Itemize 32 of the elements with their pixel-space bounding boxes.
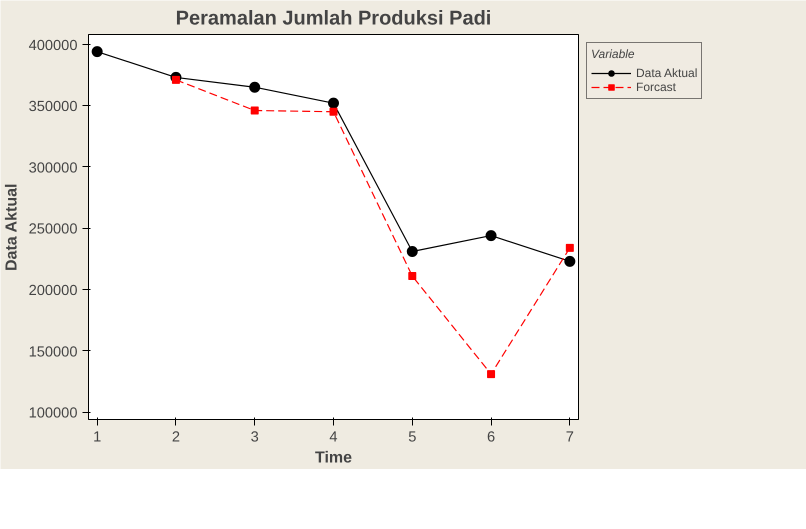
point <box>487 370 496 378</box>
legend-label: Forcast <box>636 80 676 94</box>
point <box>328 98 339 109</box>
point <box>330 108 338 116</box>
y-tick-label: 200000 <box>28 283 78 300</box>
point <box>408 272 416 280</box>
y-tick-label: 400000 <box>28 38 78 54</box>
y-tick-label: 350000 <box>28 99 78 116</box>
y-tick-label: 150000 <box>28 344 78 360</box>
y-axis-title: Data Aktual <box>4 184 21 272</box>
y-tick-label: 300000 <box>28 160 78 176</box>
point <box>564 256 576 267</box>
x-tick-label: 2 <box>172 430 180 446</box>
legend-label: Data Aktual <box>636 66 698 80</box>
x-tick-label: 5 <box>408 430 416 446</box>
y-tick-label: 100000 <box>28 406 78 422</box>
x-tick-label: 1 <box>93 430 102 446</box>
point <box>406 246 418 258</box>
point <box>249 82 260 93</box>
point <box>250 106 259 115</box>
x-tick-label: 6 <box>486 430 496 446</box>
x-tick-label: 7 <box>566 430 574 446</box>
chart-title: Peramalan Jumlah Produksi Padi <box>176 8 492 30</box>
x-axis-title: Time <box>314 450 352 466</box>
point <box>486 230 497 242</box>
legend-title: Variable <box>591 47 636 61</box>
point <box>92 46 103 58</box>
y-tick-label: 250000 <box>28 222 78 238</box>
point <box>566 244 574 252</box>
x-tick-label: 3 <box>250 430 259 446</box>
x-tick-label: 4 <box>329 430 338 446</box>
point <box>172 76 180 84</box>
